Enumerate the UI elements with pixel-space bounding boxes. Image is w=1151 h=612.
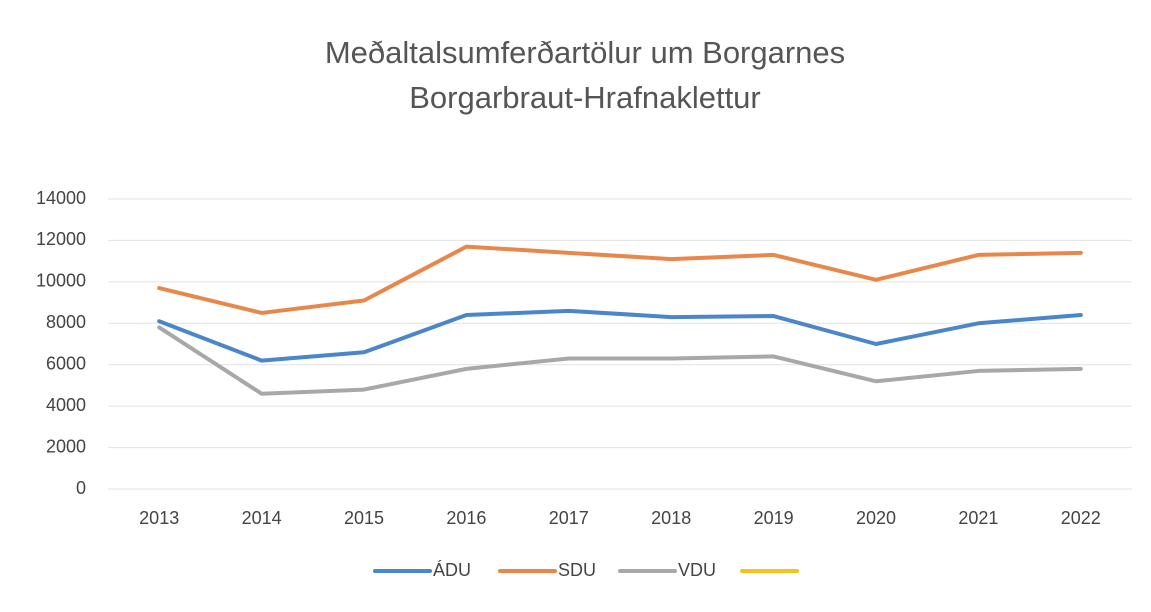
x-tick-label: 2022 [1061, 508, 1101, 528]
x-tick-label: 2019 [754, 508, 794, 528]
legend-label: VDU [678, 560, 716, 580]
series-line [157, 308, 1083, 363]
legend-label: SDU [558, 560, 596, 580]
x-tick-label: 2016 [446, 508, 486, 528]
y-tick-label: 8000 [46, 312, 86, 332]
y-tick-label: 6000 [46, 353, 86, 373]
y-tick-label: 12000 [36, 229, 86, 249]
y-tick-label: 4000 [46, 395, 86, 415]
y-tick-label: 14000 [36, 188, 86, 208]
x-tick-label: 2015 [344, 508, 384, 528]
x-tick-label: 2014 [242, 508, 282, 528]
chart-subtitle: Borgarbraut-Hrafnaklettur [409, 80, 761, 115]
x-tick-label: 2017 [549, 508, 589, 528]
x-tick-label: 2018 [651, 508, 691, 528]
series-line [157, 244, 1083, 315]
y-tick-label: 10000 [36, 271, 86, 291]
y-tick-label: 0 [76, 478, 86, 498]
x-tick-label: 2021 [958, 508, 998, 528]
series-line [157, 325, 1083, 396]
y-tick-label: 2000 [46, 436, 86, 456]
x-tick-label: 2013 [139, 508, 179, 528]
legend-label: ÁDU [433, 560, 471, 580]
chart-title: Meðaltalsumferðartölur um Borgarnes [325, 35, 845, 70]
x-tick-label: 2020 [856, 508, 896, 528]
